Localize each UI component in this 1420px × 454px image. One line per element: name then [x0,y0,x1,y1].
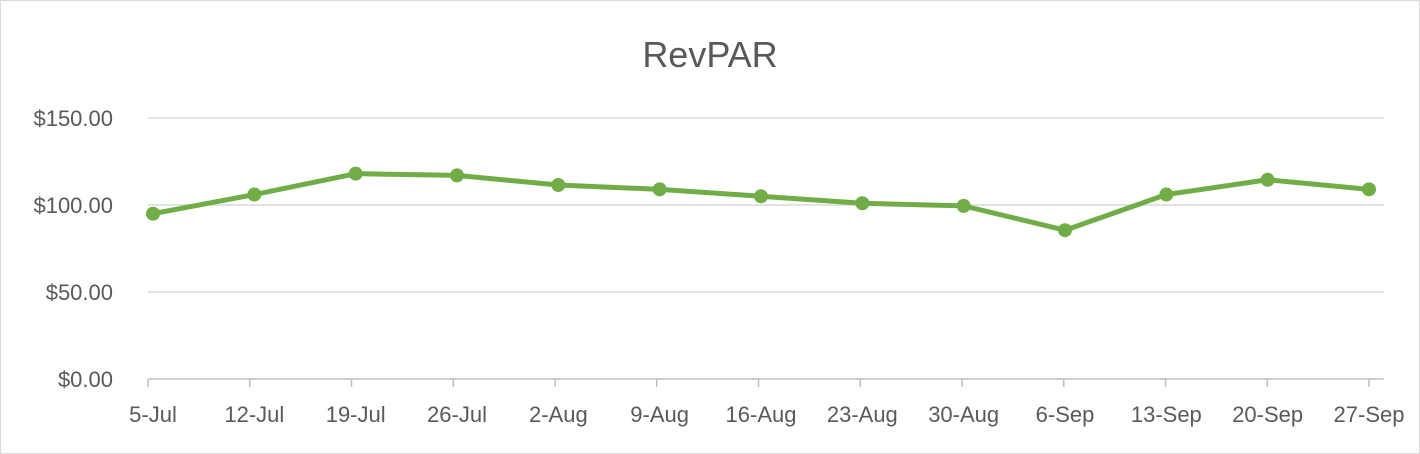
y-tick-label: $0.00 [58,367,113,392]
data-point [754,189,768,204]
y-tick-label: $150.00 [33,106,113,131]
x-tick-label: 2-Aug [529,402,588,427]
x-tick-label: 13-Sep [1131,402,1202,427]
data-point [1058,223,1072,238]
data-point [1362,182,1376,197]
x-tick-label: 12-Jul [224,402,284,427]
series [146,166,1376,238]
x-tick-label: 16-Aug [726,402,797,427]
data-point [956,198,971,213]
data-point [247,187,262,202]
data-point [1260,172,1275,187]
x-tick-label: 27-Sep [1334,402,1405,427]
x-tick-label: 6-Sep [1036,402,1095,427]
x-tick-label: 19-Jul [326,402,386,427]
x-tick-label: 30-Aug [928,402,999,427]
y-tick-label: $100.00 [33,193,113,218]
x-tick-label: 23-Aug [827,402,898,427]
data-point [551,177,566,192]
gridlines [148,117,1384,293]
x-tick-label: 26-Jul [427,402,487,427]
x-axis: 5-Jul 12-Jul 19-Jul 26-Jul 2-Aug 9-Aug 16-Aug 2… [129,378,1405,427]
y-tick-label: $50.00 [46,280,113,305]
x-tick-label: 5-Jul [129,402,177,427]
y-axis-tick-labels: $0.00 $50.00 $100.00 $150.00 [33,106,113,392]
data-point [146,206,160,221]
x-tick-label: 20-Sep [1232,402,1303,427]
data-point [1159,187,1174,202]
data-point [652,182,667,197]
chart-title: RevPAR [642,34,777,75]
data-point [348,166,363,181]
data-point [450,168,464,183]
data-point [855,196,870,211]
x-tick-label: 9-Aug [630,402,689,427]
